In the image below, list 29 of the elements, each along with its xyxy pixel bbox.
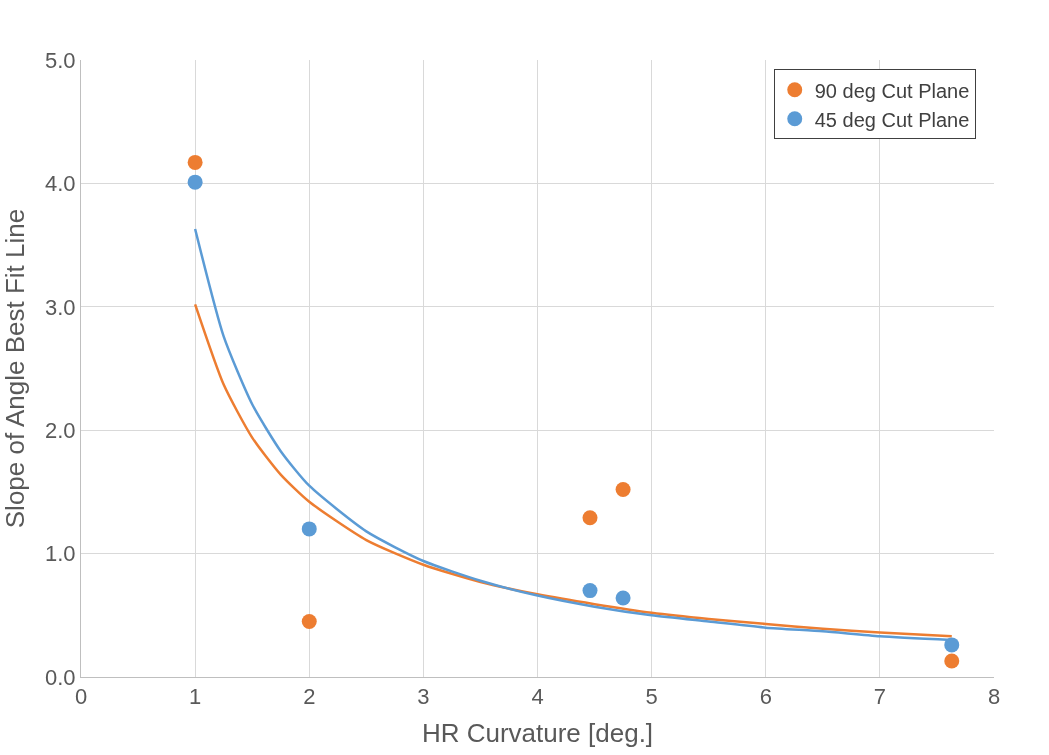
x-tick-label: 3 (417, 684, 430, 710)
point (944, 637, 960, 653)
x-tick-label: 5 (645, 684, 658, 710)
y-tick-label: 3.0 (45, 294, 76, 320)
x-tick-label: 2 (303, 684, 316, 710)
point (944, 653, 960, 669)
x-axis-title: HR Curvature [deg.] (421, 718, 654, 749)
point (582, 583, 598, 599)
x-tick-label: 6 (759, 684, 772, 710)
y-tick-label: 5.0 (45, 47, 76, 73)
point (301, 613, 317, 629)
point (301, 521, 317, 537)
point (582, 510, 598, 526)
y-tick-label: 4.0 (45, 171, 76, 197)
x-tick-label: 0 (74, 684, 88, 710)
x-tick-label: 4 (531, 684, 544, 710)
x-tick-label: 1 (189, 684, 202, 710)
x-tick-label: 8 (987, 684, 1001, 710)
y-tick-label: 1.0 (45, 541, 76, 567)
point (615, 481, 631, 497)
y-axis-title: Slope of Angle Best Fit Line (0, 208, 30, 529)
legend-label: 90 deg Cut Plane (814, 79, 970, 102)
point (187, 154, 203, 170)
point (615, 590, 631, 606)
point (187, 174, 203, 190)
y-tick-label: 2.0 (45, 417, 76, 443)
y-tick-label: 0.0 (45, 664, 76, 690)
legend-label: 45 deg Cut Plane (814, 108, 970, 131)
x-tick-label: 7 (873, 684, 887, 710)
